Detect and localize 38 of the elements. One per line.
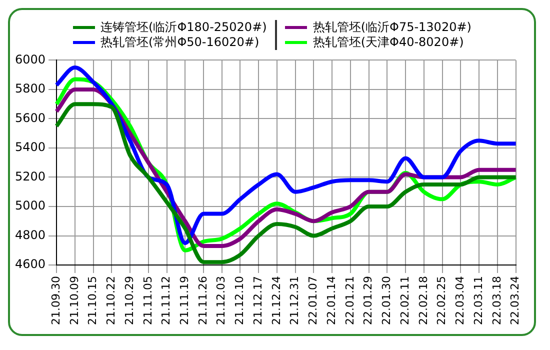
legend-label: 连铸管坯(临沂Φ180-25020#) <box>100 20 267 35</box>
y-tick-label: 5800 <box>14 82 46 96</box>
x-tick-label: 21.11.26 <box>196 276 210 325</box>
x-tick-label: 21.11.05 <box>141 276 154 325</box>
legend-label: 热轧管坯(常州Φ50-16020#) <box>100 35 260 50</box>
x-tick-label: 22.03.04 <box>454 276 467 325</box>
x-tick-label: 22.01.30 <box>380 276 394 325</box>
x-tick-label: 22.01.07 <box>306 276 320 325</box>
x-tick-label: 21.12.24 <box>270 276 283 325</box>
x-tick-label: 21.12.17 <box>251 276 264 325</box>
y-tick-label: 4800 <box>14 228 46 242</box>
x-tick-label: 21.11.12 <box>160 276 173 325</box>
y-tick-label: 6000 <box>14 52 46 66</box>
x-tick-label: 22.02.11 <box>398 276 412 325</box>
x-tick-label: 22.01.29 <box>362 276 375 325</box>
x-tick-label: 21.10.15 <box>86 276 100 325</box>
x-tick-label: 21.12.31 <box>288 276 302 325</box>
x-tick-label: 22.02.18 <box>416 276 430 325</box>
y-tick-label: 5200 <box>14 169 46 184</box>
x-tick-label: 22.01.21 <box>343 276 356 325</box>
y-tick-label: 4600 <box>14 257 46 272</box>
x-tick-label: 21.09.30 <box>49 276 62 325</box>
y-tick-label: 5400 <box>14 140 46 154</box>
x-tick-label: 22.03.11 <box>472 276 485 325</box>
x-tick-label: 22.01.14 <box>324 276 338 325</box>
x-tick-label: 22.03.24 <box>508 276 522 325</box>
legend-label: 热轧管坯(天津Φ40-8020#) <box>312 35 464 50</box>
legend-label: 热轧管坯(临沂Φ75-13020#) <box>312 20 472 35</box>
x-tick-label: 21.12.03 <box>214 276 228 325</box>
x-tick-label: 21.11.19 <box>178 276 191 325</box>
x-tick-label: 22.03.18 <box>490 276 504 325</box>
x-tick-label: 21.10.09 <box>68 276 81 325</box>
x-tick-label: 22.02.25 <box>435 276 448 325</box>
x-tick-label: 21.10.22 <box>104 276 118 325</box>
x-tick-label: 21.10.29 <box>122 276 136 325</box>
x-tick-label: 21.12.10 <box>233 276 246 325</box>
y-tick-label: 5000 <box>14 198 46 213</box>
y-tick-label: 5600 <box>14 110 46 125</box>
